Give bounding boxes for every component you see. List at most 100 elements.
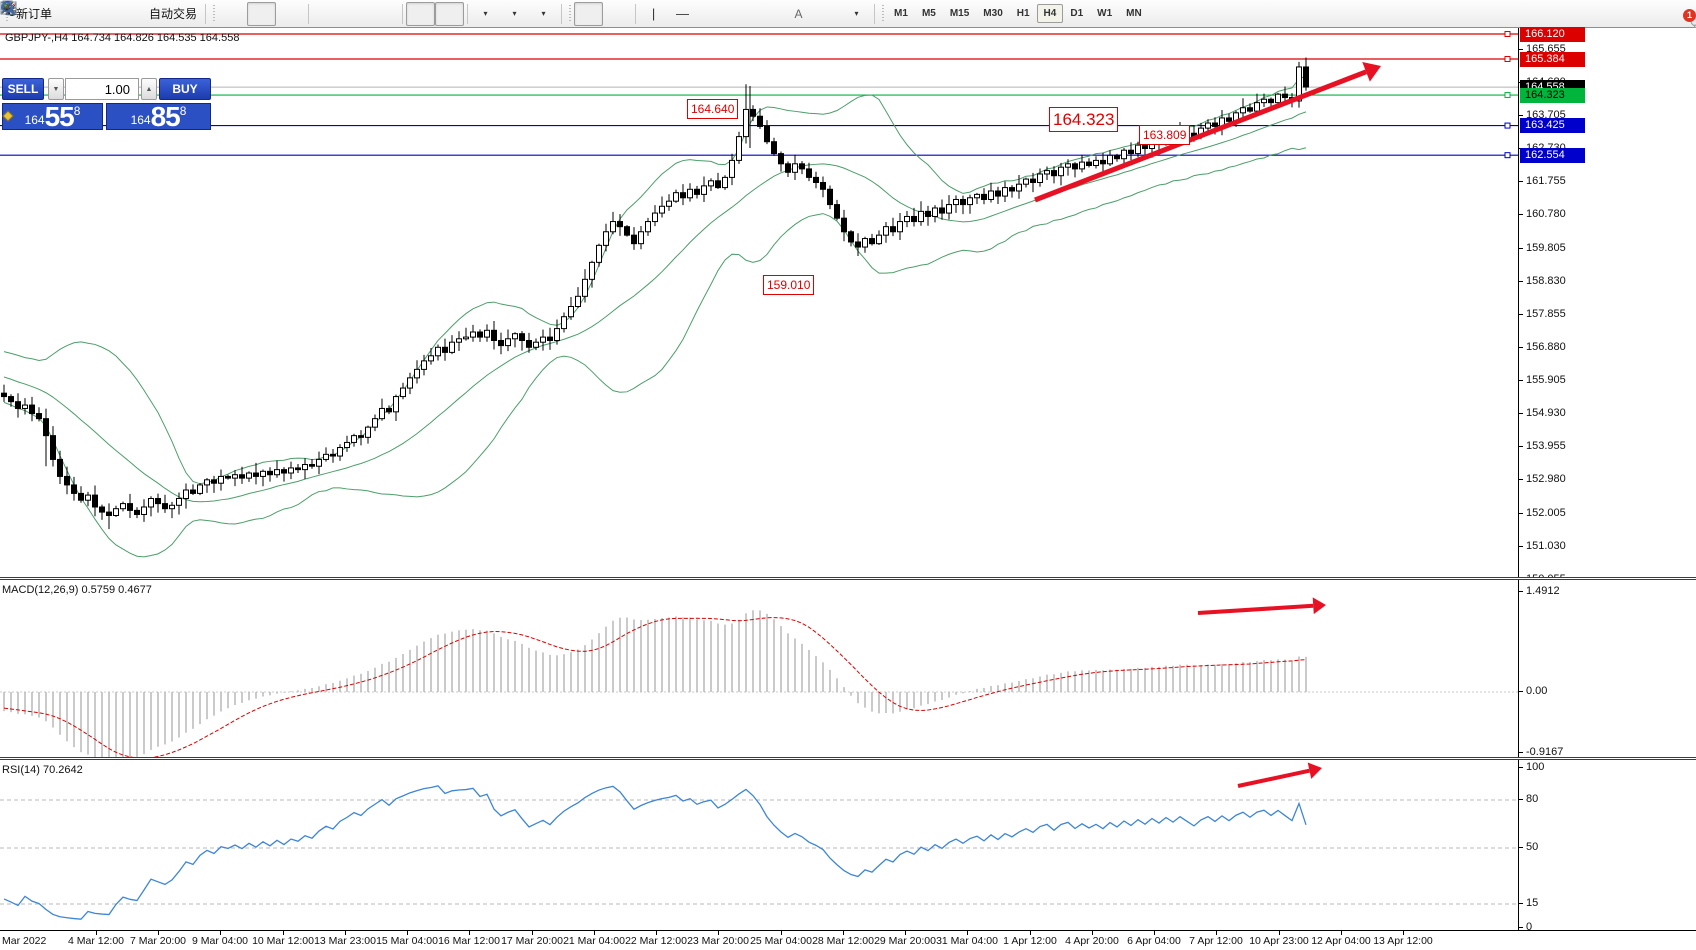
rsi-tick-label: 100 bbox=[1518, 761, 1545, 773]
chart-shift-button[interactable] bbox=[1, 1, 465, 26]
panel-separator[interactable] bbox=[0, 577, 1696, 580]
macd-canvas[interactable] bbox=[0, 580, 1518, 757]
main-toolbar: 新订单 自动交易 bbox=[0, 0, 1696, 29]
time-axis-tick bbox=[1092, 931, 1093, 935]
text-label-button[interactable]: T bbox=[1, 1, 842, 26]
sell-price-big-figure: 164 bbox=[24, 113, 45, 127]
profiles-button[interactable] bbox=[0, 2, 86, 26]
time-axis-tick bbox=[967, 931, 968, 935]
price-axis[interactable]: 165.655164.680163.705162.730161.755160.7… bbox=[1518, 26, 1696, 585]
buy-button[interactable]: BUY bbox=[159, 78, 211, 100]
buy-price-display[interactable]: 164 85 8 bbox=[106, 103, 211, 130]
arrows-button[interactable]: ▾ bbox=[2, 2, 871, 26]
time-axis-label: 13 Mar 23:00 bbox=[314, 935, 376, 947]
rsi-canvas[interactable] bbox=[0, 760, 1518, 930]
market-watch-button[interactable] bbox=[1, 1, 115, 26]
macd-panel: MACD(12,26,9) 0.5759 0.4677 bbox=[0, 580, 1518, 757]
time-axis-tick bbox=[469, 931, 470, 935]
time-axis-label: 6 Apr 04:00 bbox=[1127, 935, 1181, 947]
time-axis-tick bbox=[1154, 931, 1155, 935]
horizontal-line-button[interactable]: — bbox=[668, 2, 697, 26]
text-button[interactable]: A bbox=[784, 2, 813, 26]
timeframe-button-d1[interactable]: D1 bbox=[1070, 8, 1084, 19]
search-icon[interactable] bbox=[0, 0, 16, 16]
time-axis-label: 12 Apr 04:00 bbox=[1311, 935, 1371, 947]
toolbar-separator bbox=[308, 3, 310, 24]
timeframe-button-h1[interactable]: H1 bbox=[1016, 8, 1030, 19]
new-chart-button[interactable]: ▾ bbox=[1, 1, 500, 26]
sell-price-display[interactable]: 164 55 8 bbox=[2, 103, 103, 130]
timeframe-button-m15[interactable]: M15 bbox=[949, 8, 970, 19]
buy-price-fraction: 8 bbox=[179, 104, 187, 118]
sell-button[interactable]: SELL bbox=[2, 78, 44, 100]
price-chart-panel: GBPJPY-,H4 164.734 164.826 164.535 164.5… bbox=[0, 28, 1518, 577]
price-tick-label: 156.880 bbox=[1519, 340, 1566, 353]
chart-symbol-header: GBPJPY-,H4 164.734 164.826 164.535 164.5… bbox=[5, 32, 240, 44]
time-axis-label: 28 Mar 12:00 bbox=[812, 935, 874, 947]
volume-input[interactable] bbox=[65, 78, 139, 100]
bar-chart-button[interactable] bbox=[1, 2, 247, 26]
time-axis-label: 15 Mar 04:00 bbox=[376, 935, 438, 947]
zoom-in-button[interactable] bbox=[1, 1, 341, 26]
candlestick-chart-button[interactable] bbox=[1, 1, 277, 26]
rsi-tick-label: 50 bbox=[1518, 841, 1539, 853]
macd-axis[interactable]: 1.4912 0.00 -0.9167 bbox=[1518, 580, 1696, 758]
auto-scroll-button[interactable] bbox=[1, 1, 436, 26]
cursor-button[interactable] bbox=[3, 1, 604, 26]
time-axis-label: 23 Mar 20:00 bbox=[687, 935, 749, 947]
sell-price-pips: 55 bbox=[44, 103, 75, 130]
signals-button[interactable] bbox=[1, 1, 144, 26]
time-axis-label: 29 Mar 20:00 bbox=[874, 935, 936, 947]
time-axis-tick bbox=[1216, 931, 1217, 935]
price-tick-label: 154.930 bbox=[1519, 407, 1566, 420]
timeframe-button-h4[interactable]: H4 bbox=[1036, 4, 1064, 23]
price-chart-canvas[interactable] bbox=[0, 28, 1518, 577]
time-axis-label: 21 Mar 04:00 bbox=[563, 935, 625, 947]
text-icon: A bbox=[794, 6, 803, 21]
time-axis-tick bbox=[843, 931, 844, 935]
timeframe-button-m30[interactable]: M30 bbox=[983, 8, 1003, 19]
periods-button[interactable]: ▾ bbox=[0, 0, 529, 26]
rsi-axis[interactable]: 100 80 50 15 0 bbox=[1518, 760, 1696, 933]
crosshair-button[interactable] bbox=[1, 1, 632, 26]
svg-text:T: T bbox=[6, 4, 12, 14]
templates-button[interactable]: ▾ bbox=[0, 1, 558, 26]
time-axis-label: 31 Mar 04:00 bbox=[936, 935, 998, 947]
timeframe-button-w1[interactable]: W1 bbox=[1097, 8, 1113, 19]
new-order-label: 新订单 bbox=[16, 7, 53, 21]
time-axis-tick bbox=[594, 931, 595, 935]
panel-separator[interactable] bbox=[0, 757, 1696, 760]
timeframe-button-m5[interactable]: M5 bbox=[921, 8, 936, 19]
toolbar-grip[interactable] bbox=[211, 4, 217, 23]
time-axis-label: 7 Apr 12:00 bbox=[1189, 935, 1243, 947]
volume-decrease-button[interactable]: ▼ bbox=[48, 78, 64, 100]
toolbar-grip[interactable] bbox=[880, 4, 886, 23]
time-axis[interactable]: Mar 2022 4 Mar 12:00 7 Mar 20:00 9 Mar 04:0… bbox=[0, 931, 1696, 950]
price-badge: 163.425 bbox=[1520, 118, 1585, 134]
trendline-button[interactable] bbox=[1, 1, 726, 26]
timeframe-button-mn[interactable]: MN bbox=[1126, 8, 1142, 19]
time-axis-label: 4 Mar 12:00 bbox=[67, 935, 125, 947]
price-tick-label: 152.980 bbox=[1519, 473, 1566, 486]
fibonacci-button[interactable]: F bbox=[2, 2, 784, 26]
time-axis-tick bbox=[220, 931, 221, 935]
vertical-line-button[interactable]: | bbox=[639, 2, 668, 26]
time-axis-label: 9 Mar 04:00 bbox=[191, 935, 249, 947]
time-axis-tick bbox=[283, 931, 284, 935]
line-chart-button[interactable] bbox=[1, 2, 305, 26]
horizontal-line-icon: — bbox=[676, 6, 690, 21]
price-tick-label: 153.955 bbox=[1519, 440, 1566, 453]
tile-windows-button[interactable] bbox=[0, 1, 399, 26]
time-axis-tick bbox=[345, 931, 346, 935]
auto-trading-button[interactable]: 自动交易 bbox=[2, 1, 202, 26]
volume-increase-button[interactable]: ▲ bbox=[141, 78, 157, 100]
price-badge: 166.120 bbox=[1520, 26, 1585, 42]
time-axis-tick bbox=[781, 931, 782, 935]
time-axis-tick bbox=[1341, 931, 1342, 935]
sell-price-fraction: 8 bbox=[73, 104, 81, 118]
time-axis-tick bbox=[1279, 931, 1280, 935]
zoom-out-button[interactable] bbox=[1, 1, 370, 26]
timeframe-button-m1[interactable]: M1 bbox=[894, 8, 908, 19]
channel-button[interactable]: E bbox=[1, 2, 755, 26]
toolbar-grip[interactable] bbox=[567, 4, 573, 23]
